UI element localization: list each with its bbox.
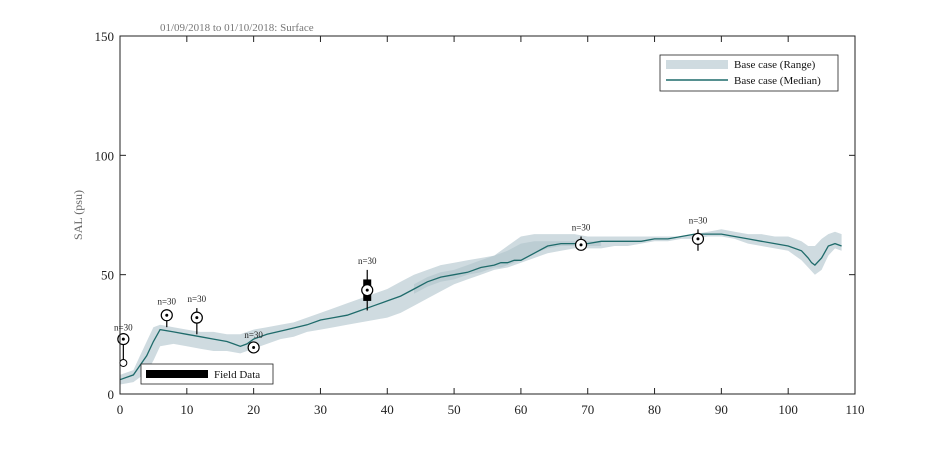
y-axis-label: SAL (psu) <box>71 190 85 240</box>
field-legend-label: Field Data <box>214 369 260 381</box>
field-n-label: n=30 <box>157 296 176 306</box>
x-tick-label: 10 <box>180 402 193 417</box>
y-tick-label: 150 <box>95 29 115 44</box>
field-n-label: n=30 <box>188 294 207 304</box>
x-tick-label: 50 <box>448 402 461 417</box>
y-tick-label: 0 <box>108 387 115 402</box>
field-data-legend: Field Data <box>140 363 274 385</box>
field-n-label: n=30 <box>572 222 591 232</box>
field-legend-swatch <box>146 370 208 378</box>
field-data-point: n=30 <box>689 215 708 251</box>
x-tick-label: 100 <box>778 402 798 417</box>
field-n-label: n=30 <box>114 323 133 333</box>
field-median-dot <box>579 243 583 247</box>
legend: Base case (Range) Base case (Median) <box>659 54 839 92</box>
x-tick-label: 70 <box>581 402 594 417</box>
field-n-label: n=30 <box>689 215 708 225</box>
x-tick-label: 30 <box>314 402 327 417</box>
legend-label-median: Base case (Median) <box>734 75 821 87</box>
median-line <box>119 233 842 381</box>
x-tick-label: 80 <box>648 402 661 417</box>
field-median-dot <box>696 237 700 241</box>
range-band-inner <box>414 241 602 294</box>
axes-layer: 0 10 20 30 40 50 60 70 80 90 100 110 0 50 100 150 <box>95 29 865 417</box>
field-median-dot <box>365 288 369 292</box>
x-tick-label: 40 <box>381 402 394 417</box>
field-data-point: n=30 <box>114 323 133 367</box>
field-median-dot <box>121 337 125 341</box>
x-tick-label: 0 <box>117 402 124 417</box>
x-tick-label: 60 <box>514 402 527 417</box>
plot-area-frame <box>119 35 856 395</box>
field-n-label: n=30 <box>358 256 377 266</box>
field-n-label: n=30 <box>244 330 263 340</box>
range-band-layer <box>120 229 842 385</box>
x-tick-label: 110 <box>845 402 864 417</box>
field-data-point: n=30 <box>358 256 377 311</box>
field-data-layer: n=30 n=30 n=30 n=30 n=30 n=30 n=30 <box>114 215 708 367</box>
field-median-dot <box>165 313 169 317</box>
legend-label-range: Base case (Range) <box>734 59 816 71</box>
field-data-point: n=30 <box>157 296 177 328</box>
range-band <box>120 229 842 385</box>
chart-title: 01/09/2018 to 01/10/2018: Surface <box>160 22 314 34</box>
field-data-point: n=30 <box>572 222 591 251</box>
legend-swatch-range <box>666 60 728 69</box>
field-median-dot <box>195 316 199 320</box>
x-tick-label: 20 <box>247 402 260 417</box>
field-median-dot <box>252 345 256 349</box>
y-tick-label: 100 <box>95 148 115 163</box>
x-tick-label: 90 <box>715 402 728 417</box>
field-data-point: n=30 <box>188 294 207 335</box>
median-line-layer <box>119 233 842 381</box>
field-data-point: n=30 <box>244 330 263 354</box>
field-outlier <box>119 358 128 367</box>
y-tick-label: 50 <box>101 268 114 283</box>
